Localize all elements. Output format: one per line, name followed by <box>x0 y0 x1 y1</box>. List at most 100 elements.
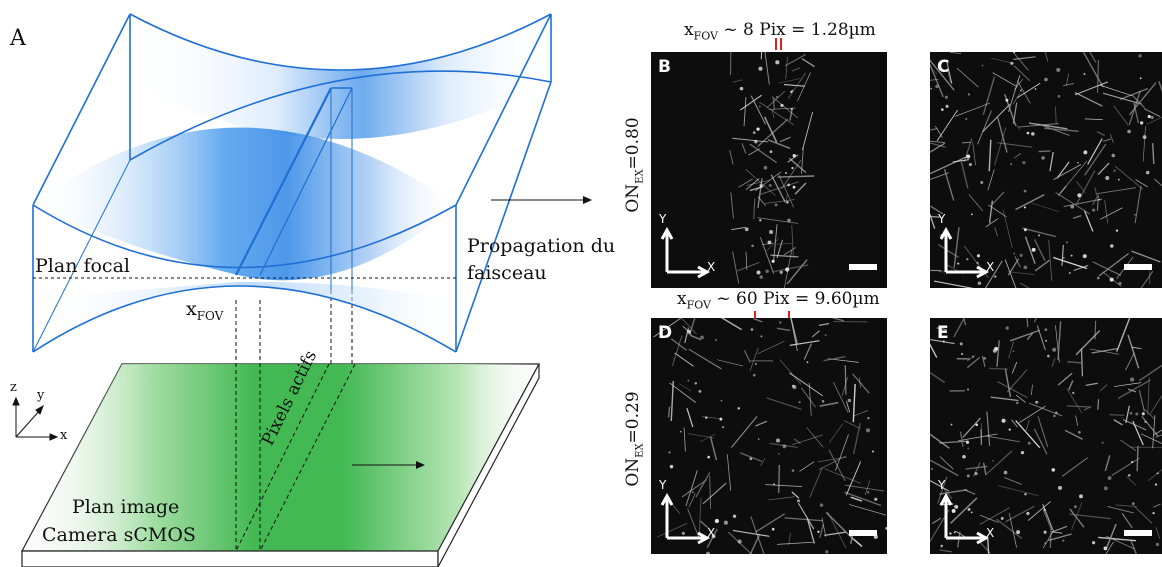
filament <box>755 171 782 192</box>
filament <box>785 56 788 80</box>
filament <box>1109 134 1114 144</box>
fluorescent-spot <box>1035 400 1039 404</box>
filament <box>768 107 796 110</box>
fluorescent-spot <box>1118 178 1120 181</box>
mid-fov-sub: FOV <box>686 298 711 312</box>
filament <box>1006 369 1028 393</box>
filament <box>987 169 995 191</box>
filament <box>779 136 791 143</box>
filament <box>1048 239 1053 281</box>
filament <box>850 496 863 502</box>
filament <box>809 467 823 498</box>
filament <box>732 529 770 537</box>
filament <box>1051 531 1063 534</box>
filament <box>1120 439 1137 452</box>
fluorescent-spot <box>1083 73 1086 75</box>
filament <box>1082 52 1104 88</box>
image-plane-label-line1: Plan image <box>72 496 180 518</box>
filament <box>1135 179 1148 188</box>
fluorescent-spot <box>957 262 960 265</box>
axis-x-label: x <box>60 428 68 443</box>
fluorescent-spot <box>754 139 758 144</box>
light-sheet-schematic <box>12 13 592 567</box>
filament <box>1066 405 1091 408</box>
fluorescent-spot <box>962 454 966 459</box>
fluorescent-spot <box>775 60 780 65</box>
filament <box>1015 394 1026 403</box>
fluorescent-spot <box>1019 253 1023 257</box>
fluorescent-spot <box>992 348 997 353</box>
fluorescent-spot <box>785 172 787 174</box>
filament <box>985 218 999 228</box>
fluorescent-spot <box>945 104 949 108</box>
row1-prefix: ON <box>623 183 643 213</box>
filament <box>1018 122 1059 128</box>
fluorescent-spot <box>1023 265 1028 270</box>
fluorescent-spot <box>930 87 932 90</box>
filament <box>1030 202 1060 213</box>
filament <box>729 52 732 75</box>
fluorescent-spot <box>1062 539 1065 542</box>
fluorescent-spot <box>1139 121 1144 125</box>
focal-plane-label: Plan focal <box>35 255 130 277</box>
propagation-label-line2: faisceau <box>467 262 547 284</box>
filament <box>982 103 1011 133</box>
fluorescent-spot <box>951 509 956 513</box>
filament <box>1013 56 1036 61</box>
filament <box>1153 503 1161 508</box>
filament <box>783 247 796 256</box>
filament <box>930 78 939 81</box>
filament <box>1114 165 1144 190</box>
filament <box>767 139 791 150</box>
filament <box>1153 178 1162 187</box>
filament <box>1065 73 1070 87</box>
fluorescent-spot <box>760 335 763 338</box>
filament <box>1094 187 1098 196</box>
filament <box>777 175 815 178</box>
fluorescent-spot <box>1152 512 1155 515</box>
fluorescent-spot <box>771 259 775 263</box>
filament <box>681 318 697 335</box>
fluorescent-spot <box>1000 517 1004 520</box>
filament <box>1071 502 1083 531</box>
filament <box>1131 94 1146 109</box>
filament <box>1042 529 1055 549</box>
filament <box>958 433 998 442</box>
top-fov-annotation: xFOV ~ 8 Pix = 1.28µm <box>684 20 876 42</box>
filament <box>702 482 727 505</box>
fluorescent-spot <box>1130 377 1135 382</box>
filament <box>757 340 785 355</box>
filament <box>1097 59 1099 93</box>
fluorescent-spot <box>668 451 671 454</box>
filament <box>953 318 966 338</box>
filament <box>1015 420 1041 449</box>
fluorescent-spot <box>968 162 972 167</box>
filament <box>930 433 950 449</box>
fluorescent-spot <box>1146 170 1150 175</box>
filament <box>1075 330 1101 356</box>
filament <box>1149 395 1162 415</box>
fluorescent-spot <box>1003 470 1008 475</box>
filament <box>997 381 1028 399</box>
fluorescent-spot <box>1043 508 1046 511</box>
fluorescent-spot <box>1066 241 1069 244</box>
filament <box>709 436 718 461</box>
filament <box>684 327 690 344</box>
filament <box>935 125 943 138</box>
fluorescent-spot <box>1027 441 1031 445</box>
filament <box>833 382 849 413</box>
filament <box>1131 346 1142 350</box>
filament <box>1019 405 1046 423</box>
fluorescent-spot <box>974 471 978 476</box>
filament <box>989 367 1008 370</box>
fluorescent-spot <box>1008 428 1011 431</box>
fluorescent-spot <box>806 361 809 364</box>
filament <box>755 420 768 427</box>
fluorescent-spot <box>763 165 768 170</box>
fluorescent-spot <box>965 117 968 120</box>
filament <box>930 338 955 345</box>
filament <box>1089 348 1120 355</box>
fluorescent-spot <box>679 430 682 433</box>
fluorescent-spot <box>966 154 971 159</box>
fluorescent-spot <box>966 258 969 261</box>
